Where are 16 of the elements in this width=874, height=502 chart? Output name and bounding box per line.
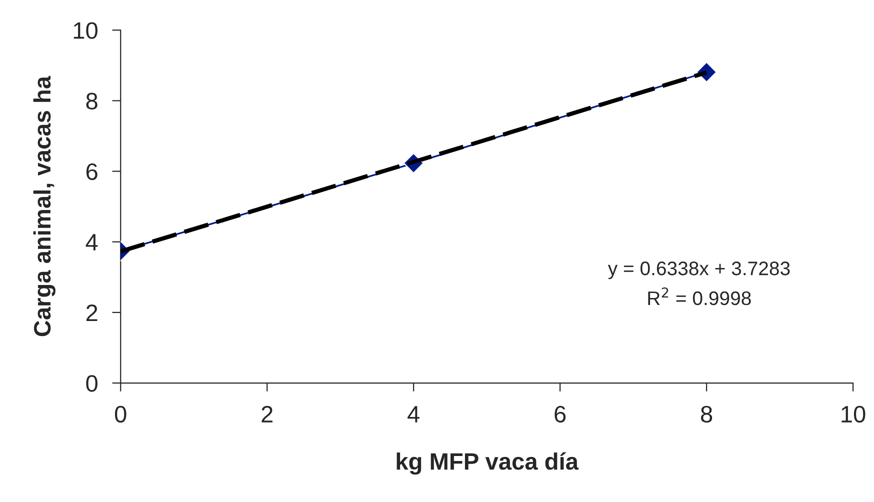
x-tick-label: 10 <box>842 406 866 423</box>
y-axis-title: Carga animal, vacas ha <box>33 76 56 336</box>
annotation: R$^{2}$ = 0.9998 <box>648 287 751 306</box>
y-tick-label: 0 <box>86 375 98 392</box>
x-tick-label: 6 <box>554 406 566 423</box>
x-tick-label: 0 <box>114 406 126 423</box>
x-tick-label: 2 <box>262 406 272 422</box>
y-tick-label: 4 <box>86 234 98 250</box>
x-axis-title: kg MFP vaca día <box>396 452 579 475</box>
y-tick-label: 8 <box>86 92 98 110</box>
y-tick-label: 2 <box>86 304 98 321</box>
y-tick-label: 6 <box>86 163 98 180</box>
x-tick-label: 4 <box>408 406 420 422</box>
annotation: y = 0.6338x + 3.7283 <box>608 262 790 280</box>
y-tick-label: 10 <box>74 22 98 39</box>
x-tick-label: 8 <box>701 406 712 423</box>
